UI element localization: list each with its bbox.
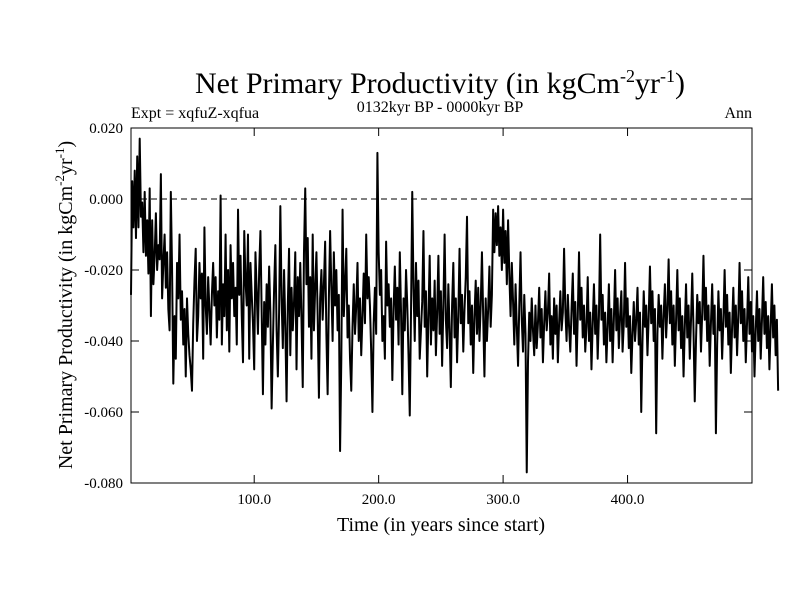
- chart-title-sup1: -2: [620, 66, 635, 86]
- y-axis-label-end: ): [55, 141, 77, 148]
- x-tick-label: 300.0: [486, 492, 520, 508]
- y-axis-label-sup2: -1: [52, 148, 67, 159]
- plot-frame: [130, 127, 753, 484]
- y-tick-label: 0.020: [89, 121, 123, 137]
- npp-series-line: [130, 137, 780, 474]
- y-tick-label: -0.060: [84, 405, 123, 421]
- x-axis-label: Time (in years since start): [337, 514, 545, 536]
- time-range-label: 0132kyr BP - 0000kyr BP: [357, 99, 524, 116]
- chart-title-end: ): [675, 67, 685, 100]
- chart-title-sup2: -1: [660, 66, 675, 86]
- chart-title-mid: yr: [635, 67, 660, 100]
- y-axis-label-sup1: -2: [52, 175, 67, 186]
- x-axis-ticks: 100.0 200.0 300.0 400.0: [237, 128, 644, 508]
- y-tick-label: -0.040: [84, 334, 123, 350]
- y-tick-label: -0.020: [84, 263, 123, 279]
- chart-title: Net Primary Productivity (in kgCm-2yr-1): [195, 66, 685, 100]
- y-axis-label-main: Net Primary Productivity (in kgCm: [55, 185, 77, 469]
- y-axis-label: Net Primary Productivity (in kgCm-2yr-1): [52, 141, 77, 469]
- y-tick-label: -0.080: [84, 476, 123, 492]
- experiment-label: Expt = xqfuZ-xqfua: [131, 105, 259, 122]
- chart-title-main: Net Primary Productivity (in kgCm: [195, 67, 620, 100]
- y-tick-label: 0.000: [89, 192, 123, 208]
- x-tick-label: 200.0: [362, 492, 396, 508]
- x-tick-label: 100.0: [237, 492, 271, 508]
- y-axis-ticks: 0.020 0.000 -0.020 -0.040 -0.060 -0.080: [84, 121, 752, 492]
- season-label: Ann: [724, 105, 752, 122]
- y-axis-label-mid: yr: [55, 158, 77, 175]
- x-tick-label: 400.0: [611, 492, 645, 508]
